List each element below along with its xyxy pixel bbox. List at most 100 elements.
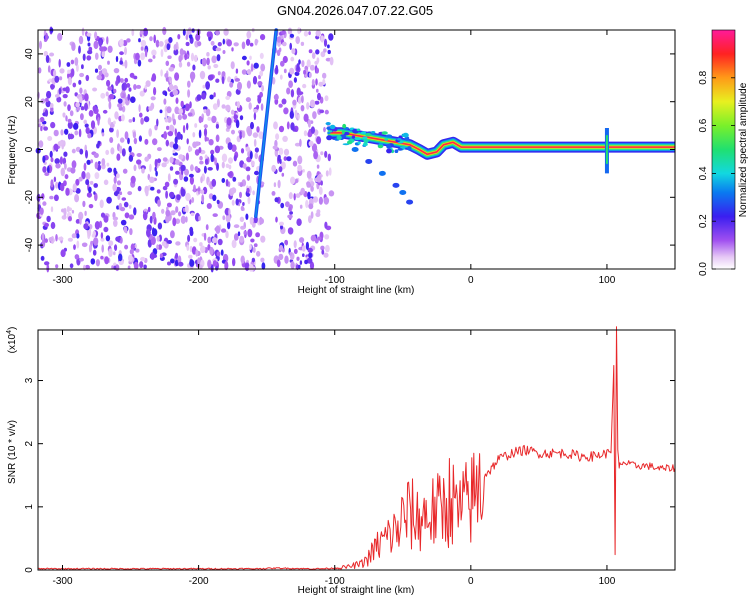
snr-x-tick-label: -300 xyxy=(52,576,72,587)
noise-blob xyxy=(204,154,208,160)
noise-blob xyxy=(186,138,189,145)
noise-blob xyxy=(315,67,319,74)
noise-blob xyxy=(39,116,45,123)
noise-blob xyxy=(121,83,125,91)
noise-blob xyxy=(75,146,81,152)
noise-blob xyxy=(146,228,151,238)
noise-blob xyxy=(198,129,202,139)
noise-blob xyxy=(161,241,167,247)
noise-blob xyxy=(273,182,277,188)
noise-blob xyxy=(283,156,287,161)
noise-blob xyxy=(190,164,194,172)
noise-blob xyxy=(260,103,264,111)
noise-blob xyxy=(235,198,239,206)
noise-blob xyxy=(224,261,229,270)
noise-blob xyxy=(324,95,329,102)
noise-blob xyxy=(78,96,83,103)
noise-blob xyxy=(261,85,264,92)
noise-blob xyxy=(175,97,179,104)
noise-blob xyxy=(191,28,195,33)
noise-blob xyxy=(301,95,304,104)
noise-blob xyxy=(101,51,105,58)
branch-blob xyxy=(399,190,407,196)
noise-blob xyxy=(195,33,201,42)
noise-blob xyxy=(57,32,63,42)
noise-blob xyxy=(227,76,232,83)
noise-blob xyxy=(318,196,323,205)
noise-blob xyxy=(78,79,82,85)
noise-blob xyxy=(62,94,68,99)
noise-blob xyxy=(93,152,99,158)
noise-blob xyxy=(116,129,119,139)
noise-blob xyxy=(186,122,189,131)
noise-blob xyxy=(288,206,291,212)
noise-blob xyxy=(249,42,254,47)
noise-blob xyxy=(273,121,278,130)
noise-blob xyxy=(241,131,245,138)
noise-blob xyxy=(75,188,81,194)
noise-blob xyxy=(308,72,312,78)
noise-blob xyxy=(240,225,246,230)
noise-blob xyxy=(165,139,169,147)
noise-blob xyxy=(199,70,206,80)
noise-blob xyxy=(86,159,91,165)
noise-blob xyxy=(289,251,293,257)
noise-blob xyxy=(302,83,307,89)
noise-blob xyxy=(226,39,232,47)
noise-blob xyxy=(124,77,129,83)
noise-blob xyxy=(39,40,42,50)
noise-blob xyxy=(121,105,126,113)
noise-blob xyxy=(310,211,314,219)
noise-blob xyxy=(49,52,55,57)
noise-blob xyxy=(174,72,180,81)
noise-blob xyxy=(194,141,200,147)
noise-blob xyxy=(46,215,51,223)
noise-blob xyxy=(242,202,245,206)
noise-blob xyxy=(187,234,191,242)
noise-blob xyxy=(228,208,231,217)
ridge-speckle xyxy=(381,131,388,135)
noise-blob xyxy=(165,60,170,66)
noise-blob xyxy=(166,106,172,114)
noise-blob xyxy=(62,87,67,92)
noise-blob xyxy=(254,170,259,176)
noise-blob xyxy=(178,108,183,115)
noise-blob xyxy=(177,261,184,267)
snr-y-label: SNR (10 * v/v) xyxy=(7,420,18,484)
noise-blob xyxy=(93,183,98,188)
noise-blob xyxy=(127,93,131,101)
noise-blob xyxy=(322,72,327,79)
noise-blob xyxy=(276,49,281,56)
noise-blob xyxy=(128,119,133,123)
noise-blob xyxy=(246,69,252,75)
noise-blob xyxy=(221,104,226,109)
noise-blob xyxy=(279,74,283,80)
noise-blob xyxy=(295,193,301,199)
noise-blob xyxy=(276,36,282,43)
noise-blob xyxy=(166,202,172,208)
noise-blob xyxy=(92,230,97,237)
noise-blob xyxy=(80,106,85,111)
noise-blob xyxy=(239,191,242,199)
ridge-speckle xyxy=(360,131,367,135)
noise-blob xyxy=(221,178,226,183)
noise-blob xyxy=(323,38,328,48)
noise-blob xyxy=(133,137,138,145)
noise-blob xyxy=(164,118,169,123)
noise-blob xyxy=(259,70,264,77)
noise-blob xyxy=(189,259,195,267)
ridge-speckle xyxy=(336,135,342,140)
noise-blob xyxy=(199,155,203,161)
noise-blob xyxy=(124,59,128,69)
branch-blob xyxy=(378,170,386,176)
noise-blob xyxy=(180,164,186,172)
noise-blob xyxy=(160,69,163,77)
spectrogram-x-tick-label: -200 xyxy=(189,275,209,286)
ridge-speckle xyxy=(357,141,361,145)
noise-blob xyxy=(151,49,157,56)
snr-y-tick-label: 3 xyxy=(24,377,35,383)
noise-blob xyxy=(148,58,153,63)
noise-blob xyxy=(75,102,80,108)
